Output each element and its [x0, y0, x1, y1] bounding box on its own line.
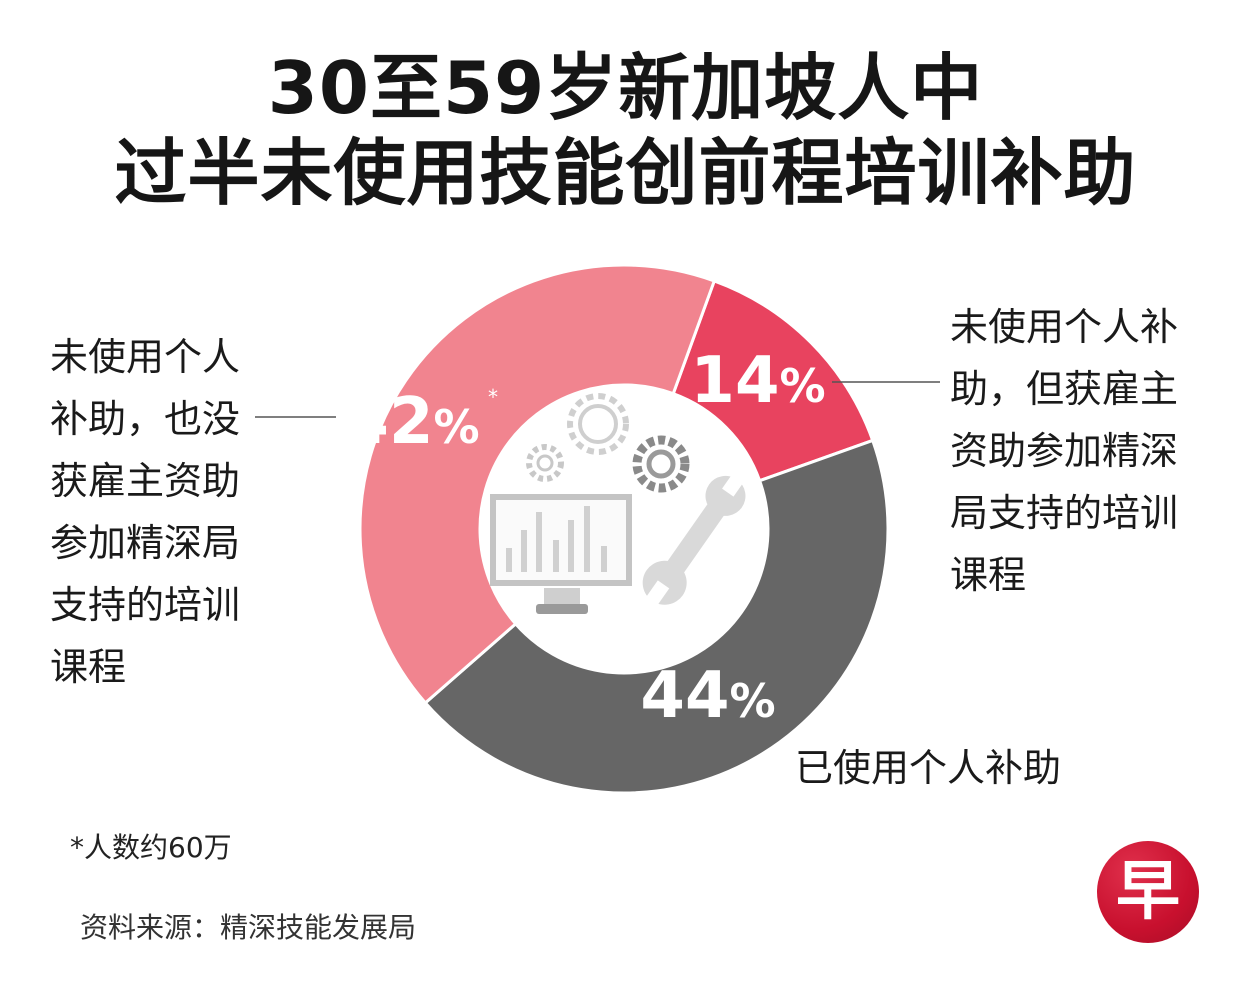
- gear-icon: [526, 444, 564, 482]
- callout-right-label: 未使用个人补 助，但获雇主 资助参加精深 局支持的培训 课程: [950, 305, 1179, 597]
- slice-label-42: 42%: [344, 385, 479, 459]
- slice-label-42-footnote-mark: *: [488, 385, 498, 409]
- slice-label-14: 14%: [690, 344, 825, 418]
- gear-icon: [632, 435, 690, 493]
- slice-label-42-unit: %: [433, 400, 479, 454]
- source-note: 资料来源：精深技能发展局: [80, 911, 417, 944]
- slice-label-42-number: 42: [344, 385, 433, 459]
- gear-icon: [567, 393, 629, 455]
- wrench-icon: [642, 470, 747, 609]
- monitor-chart-icon: [490, 494, 632, 614]
- center-illustration: [490, 393, 747, 614]
- donut-slices: [358, 263, 890, 795]
- footnote: *人数约60万: [70, 831, 232, 864]
- callout-left-label: 未使用个人 补助，也没 获雇主资助 参加精深局 支持的培训 课程: [50, 335, 241, 689]
- zaobao-logo: 早: [1097, 841, 1199, 943]
- title-line-1: 30至59岁新加坡人中: [267, 46, 984, 130]
- callout-bottom-label: 已使用个人补助: [795, 746, 1062, 790]
- slice-label-44: 44%: [640, 659, 775, 733]
- title-line-2: 过半未使用技能创前程培训补助: [114, 131, 1137, 215]
